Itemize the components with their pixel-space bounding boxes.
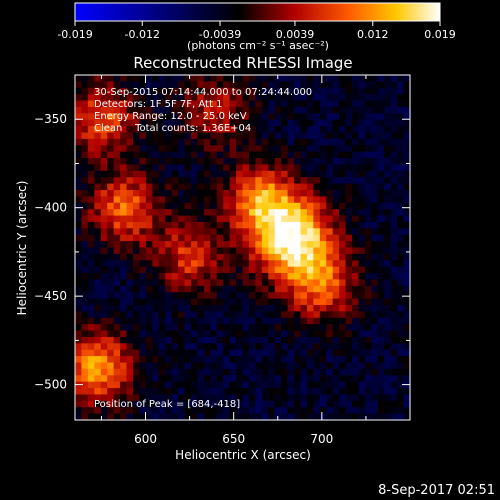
x-tick-label: 700 bbox=[310, 432, 333, 446]
y-tick-label: −400 bbox=[34, 201, 67, 215]
y-tick-label: −450 bbox=[34, 289, 67, 303]
peak-position-label: Position of Peak = [684,-418] bbox=[94, 399, 240, 410]
colorbar-units: (photons cm⁻² s⁻¹ asec⁻²) bbox=[187, 39, 329, 52]
colorbar-tick-label: 0.012 bbox=[357, 28, 389, 41]
colorbar bbox=[74, 2, 441, 22]
y-axis-label: Heliocentric Y (arcsec) bbox=[15, 181, 29, 316]
annotation-clean-counts: Clean Total counts: 1.36E+04 bbox=[94, 123, 251, 134]
y-tick-label: −350 bbox=[34, 112, 67, 126]
x-tick-label: 650 bbox=[222, 432, 245, 446]
colorbar-tick-label: -0.0039 bbox=[199, 28, 241, 41]
heatmap-image bbox=[75, 75, 410, 420]
annotation-energy-range: Energy Range: 12.0 - 25.0 keV bbox=[94, 111, 247, 122]
colorbar-tick-label: 0.0039 bbox=[276, 28, 315, 41]
colorbar-tick-label: 0.019 bbox=[424, 28, 456, 41]
x-axis-label: Heliocentric X (arcsec) bbox=[175, 448, 311, 462]
y-tick-label: −500 bbox=[34, 378, 67, 392]
annotation-detectors: Detectors: 1F 5F 7F, Att 1 bbox=[94, 99, 222, 110]
annotation-time-range: 30-Sep-2015 07:14:44.000 to 07:24:44.000 bbox=[94, 87, 312, 98]
chart-title: Reconstructed RHESSI Image bbox=[133, 54, 352, 72]
plot-frame bbox=[74, 74, 411, 421]
axis-ticks: 600 650 700 −350 −400 −450 −500 bbox=[34, 75, 410, 446]
colorbar-ticks: -0.019 -0.012 -0.0039 0.0039 0.012 0.019 bbox=[57, 21, 456, 41]
colorbar-tick-label: -0.012 bbox=[125, 28, 160, 41]
timestamp: 8-Sep-2017 02:51 bbox=[378, 483, 495, 498]
colorbar-tick-label: -0.019 bbox=[57, 28, 92, 41]
x-tick-label: 600 bbox=[134, 432, 157, 446]
